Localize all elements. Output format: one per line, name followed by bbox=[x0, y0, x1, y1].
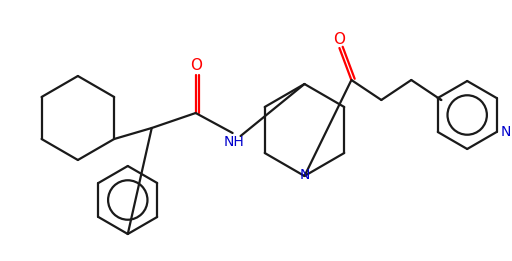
Text: N: N bbox=[500, 125, 511, 139]
Text: NH: NH bbox=[223, 135, 244, 149]
Text: O: O bbox=[333, 32, 346, 46]
Text: O: O bbox=[189, 58, 202, 74]
Text: N: N bbox=[300, 168, 310, 182]
